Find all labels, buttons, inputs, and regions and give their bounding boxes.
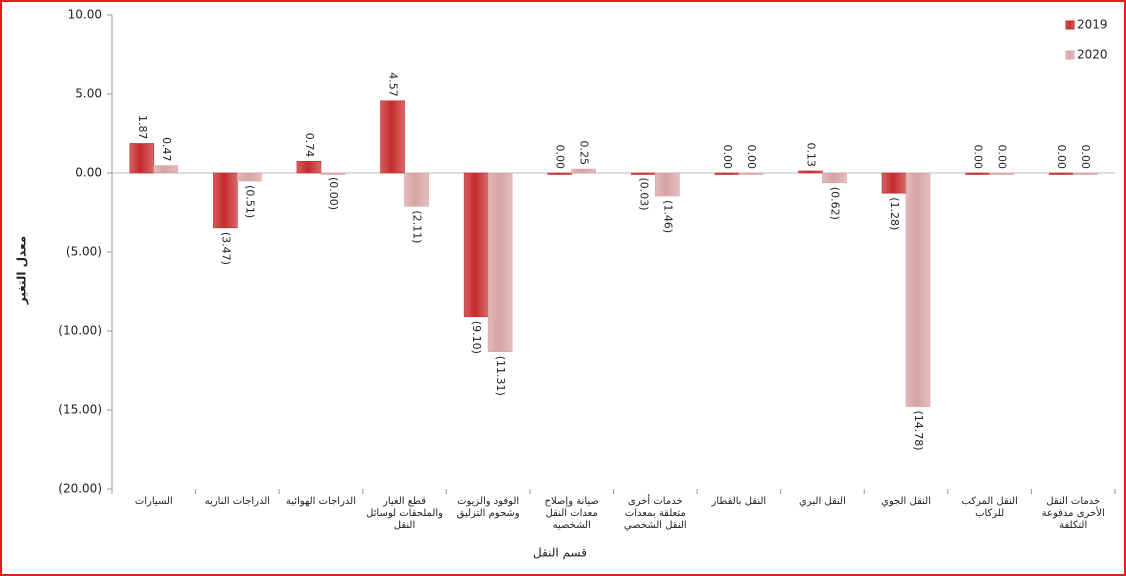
y-tick-label: (10.00) [58,324,102,338]
x-tick-label: الدراجات الناريه [204,496,271,507]
bar [798,170,823,174]
data-label: 0.00 [972,145,985,170]
bar [881,172,907,194]
bar [213,172,238,229]
bar [714,172,740,175]
data-label: (0.00) [327,177,340,210]
y-axis-title: معدل التغير [15,236,29,305]
bar [547,172,573,175]
bar [905,172,931,407]
bar [487,172,513,352]
bar [129,143,155,174]
bar [463,172,489,318]
legend-swatch [1065,20,1075,30]
x-tick-label: الوقود والزيوت وشحوم التزليق [456,496,520,519]
data-label: (9.10) [470,321,483,354]
bar [630,172,656,175]
data-label: 4.57 [387,72,400,97]
data-label: (11.31) [494,356,507,396]
data-label: 0.74 [303,133,316,158]
data-label: 0.47 [160,137,173,162]
bar [654,172,680,197]
x-tick-label: الدراجات الهوائية [285,496,356,507]
data-label: 1.87 [136,115,149,140]
bar [989,172,1014,175]
x-axis-title: قسم النقل [533,546,587,560]
y-tick-label: 10.00 [68,8,102,22]
bar [404,172,429,207]
data-label: (3.47) [219,232,232,265]
x-tick-label: قطع الغيار والملحقات لوسائل النقل [366,496,443,531]
bar [1048,172,1074,175]
bar [965,172,990,175]
data-label: 0.00 [721,145,734,170]
data-label: (0.03) [637,177,650,210]
bar [822,172,847,184]
data-label: (1.28) [888,197,901,230]
data-label: 0.00 [996,145,1009,170]
data-label: (0.62) [828,187,841,220]
data-label: (0.51) [243,185,256,218]
y-tick-label: 5.00 [75,87,102,101]
data-label: 0.00 [1055,145,1068,170]
data-label: (14.78) [912,411,925,451]
x-tick-label: خدمات أخرى متعلقة بمعدات النقل الشخصي [623,496,687,531]
y-tick-label: (5.00) [66,245,102,259]
y-tick-label: (20.00) [58,482,102,496]
data-label: (2.11) [411,210,424,243]
legend-label: 2019 [1077,18,1108,32]
y-tick-label: 0.00 [75,166,102,180]
bar [296,161,322,174]
bar [571,168,597,174]
x-tick-label: صيانة وإصلاح معدات النقل الشخصيه [544,496,599,531]
legend-swatch [1065,50,1075,60]
bar [738,172,764,175]
x-tick-label: السيارات [134,496,173,507]
bar [153,165,179,174]
data-label: (1.46) [661,200,674,233]
bar [237,172,262,182]
bar [380,100,405,174]
legend-label: 2020 [1077,48,1108,62]
y-tick-label: (15.00) [58,403,102,417]
x-tick-label: النقل المركب للركاب [961,496,1018,519]
data-label: 0.00 [554,145,567,170]
x-tick-label: النقل بالقطار [711,496,767,507]
bar [320,172,346,175]
data-label: 0.25 [578,141,591,166]
data-label: 0.13 [804,142,817,167]
data-label: 0.00 [1079,145,1092,170]
x-tick-label: النقل البري [799,496,846,507]
data-label: 0.00 [745,145,758,170]
bar [1072,172,1098,175]
x-tick-label: خدمات النقل الأخرى مدفوعة التكلفة [1041,496,1105,531]
x-tick-label: النقل الجوي [881,496,931,507]
